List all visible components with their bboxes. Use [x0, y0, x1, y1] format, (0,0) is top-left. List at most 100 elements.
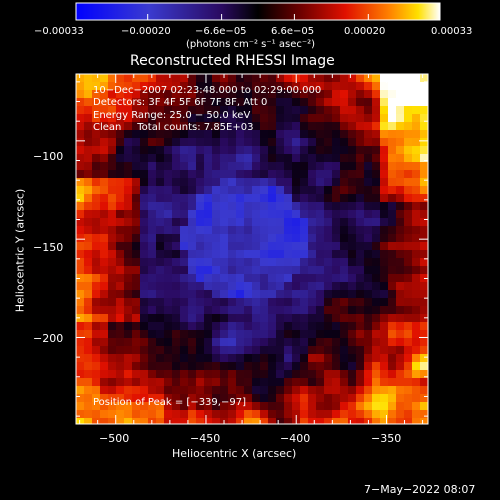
heatmap-cell — [196, 218, 205, 227]
heatmap-cell — [196, 346, 205, 355]
heatmap-cell — [108, 154, 117, 163]
heatmap-cell — [244, 178, 253, 187]
heatmap-cell — [188, 322, 197, 331]
heatmap-cell — [292, 378, 301, 387]
heatmap-cell — [204, 130, 213, 139]
heatmap-cell — [100, 274, 109, 283]
heatmap-cell — [332, 418, 341, 424]
heatmap-cell — [180, 322, 189, 331]
heatmap-cell — [356, 330, 365, 339]
heatmap-cell — [356, 234, 365, 243]
heatmap-cell — [196, 122, 205, 131]
heatmap-cell — [372, 402, 381, 411]
heatmap-cell — [228, 146, 237, 155]
heatmap-cell — [116, 122, 125, 131]
heatmap-cell — [180, 114, 189, 123]
heatmap-cell — [292, 122, 301, 131]
heatmap-cell — [372, 250, 381, 259]
heatmap-cell — [148, 138, 157, 147]
heatmap-cell — [324, 354, 333, 363]
heatmap-cell — [276, 122, 285, 131]
heatmap-cell — [260, 338, 269, 347]
heatmap-cell — [364, 138, 373, 147]
heatmap-cell — [116, 186, 125, 195]
heatmap-cell — [140, 210, 149, 219]
heatmap-cell — [292, 210, 301, 219]
heatmap-cell — [412, 346, 421, 355]
heatmap-cell — [124, 170, 133, 179]
heatmap-cell — [324, 114, 333, 123]
heatmap-cell — [76, 106, 85, 115]
heatmap-cell — [356, 306, 365, 315]
heatmap-cell — [164, 370, 173, 379]
heatmap-cell — [300, 362, 309, 371]
heatmap-cell — [132, 74, 141, 83]
heatmap-cell — [260, 210, 269, 219]
heatmap-cell — [412, 210, 421, 219]
heatmap-cell — [356, 90, 365, 99]
heatmap-cell — [380, 194, 389, 203]
heatmap-cell — [156, 82, 165, 91]
heatmap-cell — [324, 306, 333, 315]
heatmap-cell — [316, 258, 325, 267]
heatmap-cell — [308, 386, 317, 395]
heatmap-cell — [188, 418, 197, 424]
heatmap-cell — [420, 178, 428, 187]
heatmap-cell — [380, 218, 389, 227]
heatmap-cell — [196, 130, 205, 139]
heatmap-cell — [124, 298, 133, 307]
heatmap-cell — [332, 402, 341, 411]
heatmap-cell — [188, 330, 197, 339]
heatmap-cell — [220, 330, 229, 339]
heatmap-cell — [84, 258, 93, 267]
heatmap-cell — [92, 282, 101, 291]
heatmap-cell — [116, 386, 125, 395]
heatmap-cell — [412, 186, 421, 195]
heatmap-cell — [84, 178, 93, 187]
heatmap-cell — [252, 306, 261, 315]
heatmap-cell — [396, 362, 405, 371]
heatmap-cell — [380, 314, 389, 323]
heatmap-cell — [292, 314, 301, 323]
heatmap-cell — [196, 338, 205, 347]
heatmap-cell — [196, 242, 205, 251]
heatmap-cell — [228, 82, 237, 91]
heatmap-cell — [156, 218, 165, 227]
heatmap-cell — [100, 106, 109, 115]
heatmap-image — [76, 74, 428, 424]
heatmap-cell — [100, 226, 109, 235]
heatmap-cell — [220, 362, 229, 371]
heatmap-cell — [292, 162, 301, 171]
heatmap-cell — [396, 394, 405, 403]
heatmap-cell — [324, 106, 333, 115]
heatmap-cell — [292, 178, 301, 187]
heatmap-cell — [228, 378, 237, 387]
x-axis-label: Heliocentric X (arcsec) — [172, 447, 297, 460]
heatmap-cell — [156, 378, 165, 387]
heatmap-cell — [212, 74, 221, 83]
heatmap-cell — [284, 162, 293, 171]
heatmap-cell — [156, 306, 165, 315]
heatmap-cell — [348, 370, 357, 379]
heatmap-cell — [108, 170, 117, 179]
heatmap-cell — [340, 370, 349, 379]
heatmap-cell — [284, 418, 293, 424]
heatmap-cell — [372, 226, 381, 235]
heatmap-cell — [212, 202, 221, 211]
heatmap-cell — [284, 394, 293, 403]
heatmap-cell — [244, 394, 253, 403]
heatmap-cell — [340, 98, 349, 107]
colorbar-unit-label: (photons cm⁻² s⁻¹ asec⁻²) — [186, 39, 316, 50]
heatmap-cell — [276, 234, 285, 243]
heatmap-cell — [76, 178, 85, 187]
heatmap-cell — [372, 306, 381, 315]
heatmap-cell — [420, 410, 428, 419]
heatmap-cell — [292, 298, 301, 307]
heatmap-cell — [252, 218, 261, 227]
heatmap-cell — [260, 402, 269, 411]
heatmap-cell — [164, 234, 173, 243]
heatmap-cell — [84, 146, 93, 155]
heatmap-cell — [212, 226, 221, 235]
heatmap-cell — [300, 418, 309, 424]
heatmap-cell — [316, 378, 325, 387]
